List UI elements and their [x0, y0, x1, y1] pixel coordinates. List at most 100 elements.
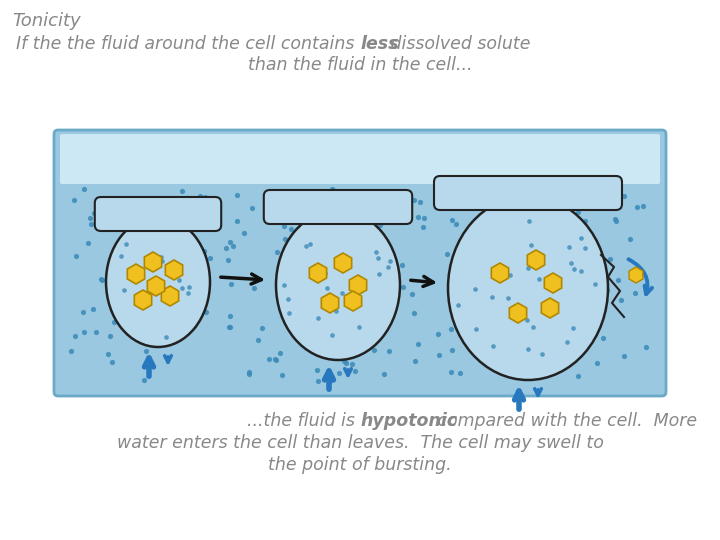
Point	[545, 368, 557, 376]
Point	[500, 231, 511, 239]
Point	[96, 275, 108, 284]
Point	[487, 342, 499, 351]
Point	[456, 259, 467, 267]
Point	[68, 195, 80, 204]
Point	[602, 286, 613, 294]
Point	[579, 244, 590, 252]
Point	[366, 203, 378, 212]
Point	[589, 280, 600, 288]
Point	[378, 370, 390, 379]
Point	[183, 288, 194, 297]
Point	[572, 372, 584, 381]
Point	[106, 197, 117, 206]
Point	[570, 307, 582, 316]
Point	[305, 240, 316, 248]
Point	[65, 347, 76, 355]
Point	[495, 193, 506, 201]
Point	[618, 191, 630, 200]
Point	[243, 369, 255, 378]
Point	[369, 346, 380, 354]
Point	[220, 244, 231, 253]
Text: dissolved solute: dissolved solute	[385, 35, 531, 53]
Point	[336, 289, 347, 298]
Point	[225, 312, 236, 321]
Point	[78, 327, 90, 336]
Point	[126, 267, 138, 275]
Point	[528, 300, 540, 308]
Text: than the fluid in the cell...: than the fluid in the cell...	[248, 56, 472, 74]
Point	[246, 204, 258, 212]
Point	[305, 299, 316, 307]
Point	[482, 356, 493, 365]
Point	[384, 256, 396, 265]
Point	[327, 186, 338, 194]
Point	[160, 332, 171, 341]
Point	[383, 346, 395, 355]
Point	[408, 309, 420, 318]
Point	[184, 211, 195, 219]
Point	[285, 225, 297, 233]
Point	[256, 324, 268, 333]
Point	[102, 349, 114, 358]
Point	[183, 282, 194, 291]
FancyBboxPatch shape	[95, 197, 221, 231]
Point	[228, 241, 239, 250]
Point	[521, 315, 533, 324]
Point	[500, 252, 512, 260]
Point	[579, 217, 590, 226]
Point	[231, 190, 243, 199]
Point	[522, 264, 534, 272]
Point	[85, 220, 96, 229]
FancyBboxPatch shape	[264, 190, 413, 224]
Point	[355, 340, 366, 349]
Point	[454, 368, 466, 377]
Point	[279, 221, 290, 230]
Point	[225, 238, 236, 246]
Point	[84, 214, 95, 223]
Point	[504, 271, 516, 279]
Point	[225, 323, 236, 332]
Point	[340, 359, 351, 367]
Point	[368, 317, 379, 326]
Text: ...the fluid is: ...the fluid is	[247, 412, 360, 430]
Point	[201, 308, 212, 316]
Point	[372, 254, 383, 263]
Point	[516, 329, 528, 338]
Point	[610, 197, 621, 205]
Point	[222, 255, 233, 264]
Ellipse shape	[448, 196, 608, 380]
Point	[377, 287, 388, 296]
Point	[566, 259, 577, 267]
Point	[284, 309, 295, 318]
Point	[452, 272, 464, 280]
Point	[78, 185, 89, 193]
Point	[510, 268, 521, 277]
Point	[452, 300, 464, 309]
Point	[312, 226, 324, 235]
Point	[454, 324, 466, 333]
Point	[279, 235, 291, 244]
Point	[468, 324, 480, 333]
Point	[204, 253, 216, 262]
Point	[441, 249, 453, 258]
Point	[150, 315, 161, 324]
Point	[631, 203, 643, 212]
Point	[341, 314, 353, 322]
Point	[575, 266, 587, 275]
Point	[279, 281, 290, 289]
Point	[554, 215, 566, 224]
Point	[270, 356, 282, 364]
Point	[355, 291, 366, 300]
Point	[546, 323, 557, 332]
Point	[304, 207, 315, 215]
Point	[320, 269, 331, 278]
Point	[369, 288, 380, 296]
Point	[109, 318, 120, 326]
Point	[526, 368, 538, 377]
Point	[567, 323, 579, 332]
Point	[346, 360, 358, 368]
Point	[480, 283, 492, 292]
Point	[417, 223, 428, 232]
Point	[370, 248, 382, 256]
Point	[505, 329, 517, 338]
